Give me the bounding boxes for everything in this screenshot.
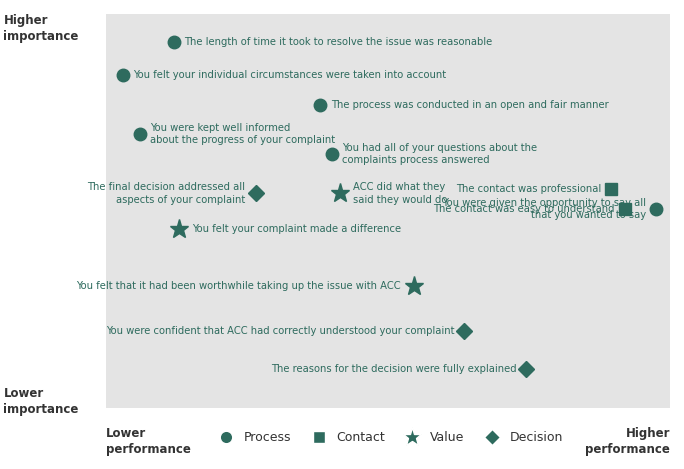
Text: You were confident that ACC had correctly understood your complaint: You were confident that ACC had correctl… bbox=[106, 326, 454, 336]
Text: ACC did what they
said they would do: ACC did what they said they would do bbox=[353, 182, 447, 204]
Text: Lower
performance: Lower performance bbox=[106, 427, 191, 456]
Text: You felt your complaint made a difference: You felt your complaint made a differenc… bbox=[192, 224, 401, 234]
Text: The length of time it took to resolve the issue was reasonable: The length of time it took to resolve th… bbox=[184, 37, 492, 46]
Text: The contact was easy to understand: The contact was easy to understand bbox=[434, 204, 615, 214]
Text: The process was conducted in an open and fair manner: The process was conducted in an open and… bbox=[330, 100, 608, 110]
Text: The contact was professional: The contact was professional bbox=[456, 184, 601, 194]
Text: You were kept well informed
about the progress of your complaint: You were kept well informed about the pr… bbox=[150, 123, 335, 145]
Legend: Process, Contact, Value, Decision: Process, Contact, Value, Decision bbox=[209, 426, 568, 449]
Text: You were given the opportunity to say all
that you wanted to say: You were given the opportunity to say al… bbox=[442, 198, 646, 220]
Text: Higher
performance: Higher performance bbox=[586, 427, 670, 456]
Text: You felt that it had been worthwhile taking up the issue with ACC: You felt that it had been worthwhile tak… bbox=[77, 281, 401, 291]
Text: Lower
importance: Lower importance bbox=[3, 387, 79, 416]
Text: You had all of your questions about the
complaints process answered: You had all of your questions about the … bbox=[342, 143, 537, 165]
Text: The reasons for the decision were fully explained: The reasons for the decision were fully … bbox=[271, 363, 516, 374]
Text: Higher
importance: Higher importance bbox=[3, 14, 79, 43]
Text: The final decision addressed all
aspects of your complaint: The final decision addressed all aspects… bbox=[88, 182, 246, 204]
Text: You felt your individual circumstances were taken into account: You felt your individual circumstances w… bbox=[133, 70, 446, 80]
